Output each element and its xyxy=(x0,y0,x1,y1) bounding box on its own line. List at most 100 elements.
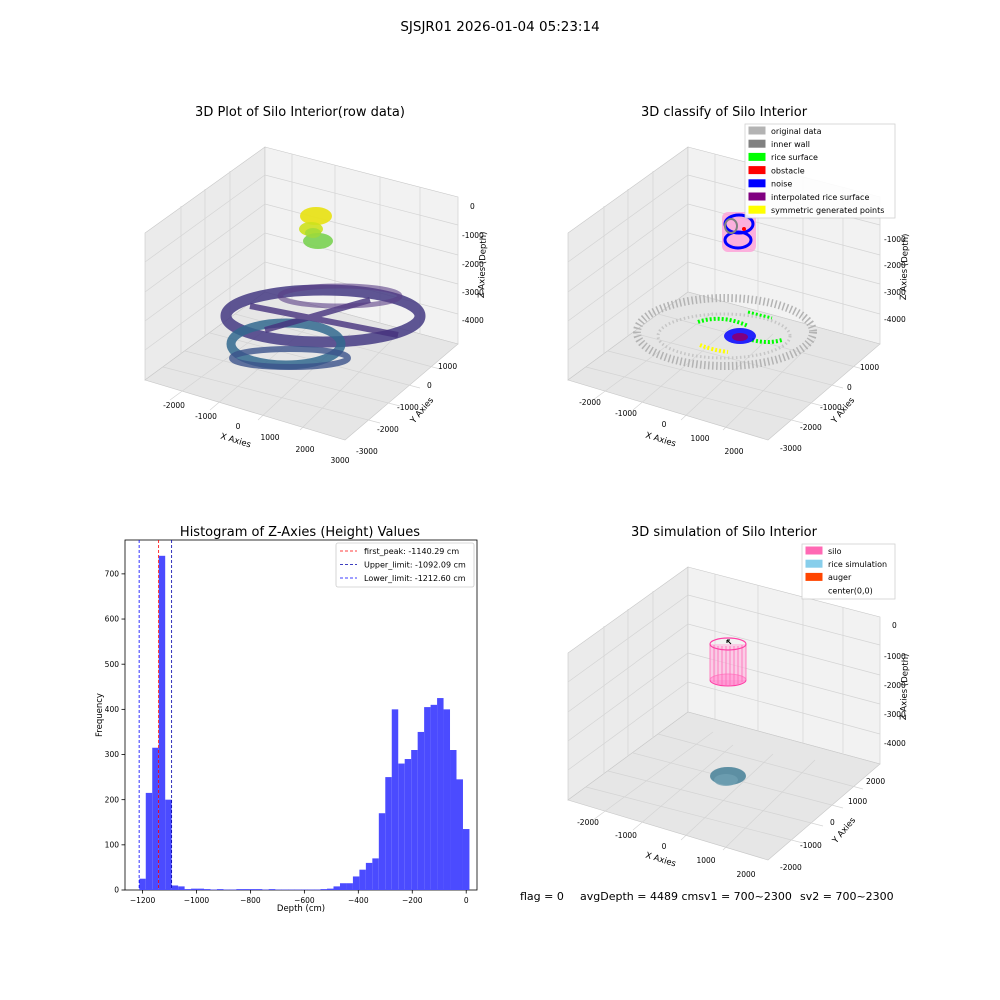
histogram-y-tick-label: 500 xyxy=(105,660,120,669)
raw-z-tick: -2000 xyxy=(462,260,484,269)
histogram-bar xyxy=(359,869,366,890)
histogram-bar xyxy=(424,707,431,890)
histogram-bar xyxy=(346,883,353,890)
raw-x-tick: 1000 xyxy=(260,433,279,442)
classify-z-tick: -4000 xyxy=(884,315,906,324)
histogram-x-tick-label: −800 xyxy=(240,896,261,905)
histogram-bar xyxy=(165,799,172,890)
classify-legend-label: noise xyxy=(771,180,792,189)
silo-cylinder xyxy=(709,637,747,687)
histogram-bar xyxy=(249,889,256,890)
histogram-bar xyxy=(184,889,192,890)
status-flag: flag = 0 xyxy=(520,890,564,903)
histogram-x-label: Depth (cm) xyxy=(277,904,325,914)
histogram-bar xyxy=(411,750,418,890)
histogram-y-tick-label: 200 xyxy=(105,795,120,804)
histogram-bar xyxy=(158,555,166,890)
histogram-bar xyxy=(178,886,185,890)
histogram-bar xyxy=(365,862,373,890)
histogram-y-tick-label: 300 xyxy=(105,750,120,759)
classify-y-tick: 1000 xyxy=(860,363,879,372)
histogram-legend-label: first_peak: -1140.29 cm xyxy=(364,547,459,556)
classify-x-tick: 2000 xyxy=(724,447,743,456)
classify-z-axis: -1000 -2000 -3000 -4000 Z Axies (Depth) xyxy=(884,233,911,324)
histogram-y-label: Frequency xyxy=(95,693,105,737)
raw-z-tick: -1000 xyxy=(462,231,484,240)
simulation-y-tick: 0 xyxy=(830,818,835,827)
histogram-bar xyxy=(197,888,205,890)
simulation-z-axis: 0 -1000 -2000 -3000 -4000 Z Axies (Depth… xyxy=(884,621,911,748)
panel-classify-3d: 3D classify of Silo Interior xyxy=(567,105,911,456)
histogram-bar xyxy=(398,763,405,890)
simulation-z-tick: -4000 xyxy=(884,739,906,748)
raw-y-tick: -2000 xyxy=(377,425,399,434)
histogram-bar xyxy=(327,888,334,890)
classify-z-label: Z Axies (Depth) xyxy=(899,233,911,300)
histogram-bar xyxy=(352,876,360,890)
classify-y-tick: 0 xyxy=(847,383,852,392)
simulation-legend-label: auger xyxy=(828,573,852,582)
classify-legend-label: symmetric generated points xyxy=(771,206,884,215)
classify-legend-label: interpolated rice surface xyxy=(771,193,869,202)
classify-legend: original data inner wall rice surface obsta… xyxy=(744,123,896,219)
axes3d-simulation-panes xyxy=(567,566,881,861)
raw-z-tick: 0 xyxy=(470,202,475,211)
histogram-bar xyxy=(378,813,386,890)
histogram-bar xyxy=(152,747,159,890)
classify-legend-swatch xyxy=(748,179,766,188)
histogram-x-tick-label: 0 xyxy=(464,896,469,905)
figure-suptitle: SJSJR01 2026-01-04 05:23:14 xyxy=(400,19,599,35)
histogram-bar xyxy=(417,731,425,890)
histogram-y-tick-label: 400 xyxy=(105,705,120,714)
histogram-legend-label: Upper_limit: -1092.09 cm xyxy=(364,561,466,570)
classify-y-tick: -3000 xyxy=(780,444,802,453)
histogram-y-tick-label: 600 xyxy=(105,615,120,624)
histogram-bar xyxy=(430,704,438,890)
histogram-bar xyxy=(204,889,211,890)
raw-z-tick: -3000 xyxy=(462,288,484,297)
histogram-bar xyxy=(255,889,263,890)
simulation-legend-swatch xyxy=(805,559,823,568)
status-sv2: sv2 = 700~2300 xyxy=(800,890,894,903)
classify-legend-label: inner wall xyxy=(771,140,810,149)
raw-upper-cluster xyxy=(299,207,333,249)
simulation-x-tick: -1000 xyxy=(615,831,637,840)
simulation-z-tick: -3000 xyxy=(884,710,906,719)
simulation-x-tick: 0 xyxy=(662,842,667,851)
panel-simulation-3d: 3D simulation of Silo Interior xyxy=(567,525,911,879)
classify-z-tick: -1000 xyxy=(884,235,906,244)
histogram-bar xyxy=(450,750,457,890)
histogram-bar xyxy=(145,792,153,890)
histogram-y-tick-label: 0 xyxy=(114,886,119,895)
simulation-legend-label: center(0,0) xyxy=(828,586,873,595)
classify-legend-label: obstacle xyxy=(771,166,805,175)
simulation-y-tick: -1000 xyxy=(800,841,822,850)
simulation-legend: silo rice simulation auger center(0,0) xyxy=(801,543,896,600)
rice-simulation-surface xyxy=(710,767,746,786)
classify-legend-swatch xyxy=(748,192,766,201)
raw-z-axis: 0 -1000 -2000 -3000 -4000 Z Axies (Depth… xyxy=(462,202,489,325)
histogram-y-tick-label: 700 xyxy=(105,570,120,579)
simulation-z-tick: 0 xyxy=(892,621,897,630)
simulation-legend-label: rice simulation xyxy=(828,560,887,569)
histogram-bar xyxy=(372,858,379,890)
histogram-bar xyxy=(462,829,470,890)
classify-legend-swatch xyxy=(748,166,766,175)
panel-raw-3d: 3D Plot of Silo Interior(row data) xyxy=(144,105,489,465)
histogram-x-tick-label: −400 xyxy=(348,896,369,905)
classify-x-label: X Axies xyxy=(644,431,677,450)
classify-legend-swatch xyxy=(748,152,766,161)
histogram-bar xyxy=(333,886,340,890)
simulation-x-tick: -2000 xyxy=(577,818,599,827)
raw-y-tick: -1000 xyxy=(397,403,419,412)
histogram-bar xyxy=(171,885,179,890)
simulation-y-tick: 1000 xyxy=(848,797,867,806)
classify-legend-swatch xyxy=(748,205,766,214)
histogram-bar xyxy=(216,889,224,890)
panel-raw-3d-title: 3D Plot of Silo Interior(row data) xyxy=(195,105,405,120)
status-line: flag = 0 avgDepth = 4489 cmsv1 = 700~230… xyxy=(520,890,894,903)
classify-x-tick: -1000 xyxy=(615,409,637,418)
histogram-x-tick-label: −200 xyxy=(402,896,423,905)
histogram-legend: first_peak: -1140.29 cm Upper_limit: -109… xyxy=(335,542,475,588)
